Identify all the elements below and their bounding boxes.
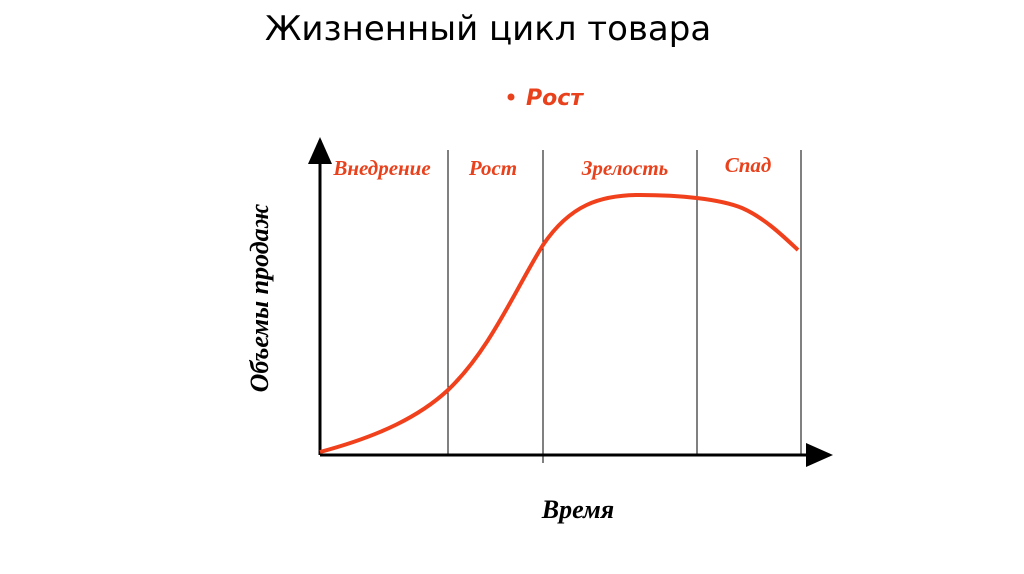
stage-label: Рост xyxy=(468,156,517,180)
dividers xyxy=(447,150,802,463)
bullet-dot xyxy=(507,93,515,101)
y-axis-label: Объемы продаж xyxy=(245,203,274,392)
stage-label: Зрелость xyxy=(581,156,669,180)
bullet-text: Рост xyxy=(526,86,584,111)
stage-label: Спад xyxy=(725,153,772,177)
life-cycle-curve xyxy=(319,192,800,454)
slide-title: Жизненный цикл товара xyxy=(265,9,711,49)
stage-label: Внедрение xyxy=(332,156,430,180)
x-axis-label: Время xyxy=(541,495,614,524)
